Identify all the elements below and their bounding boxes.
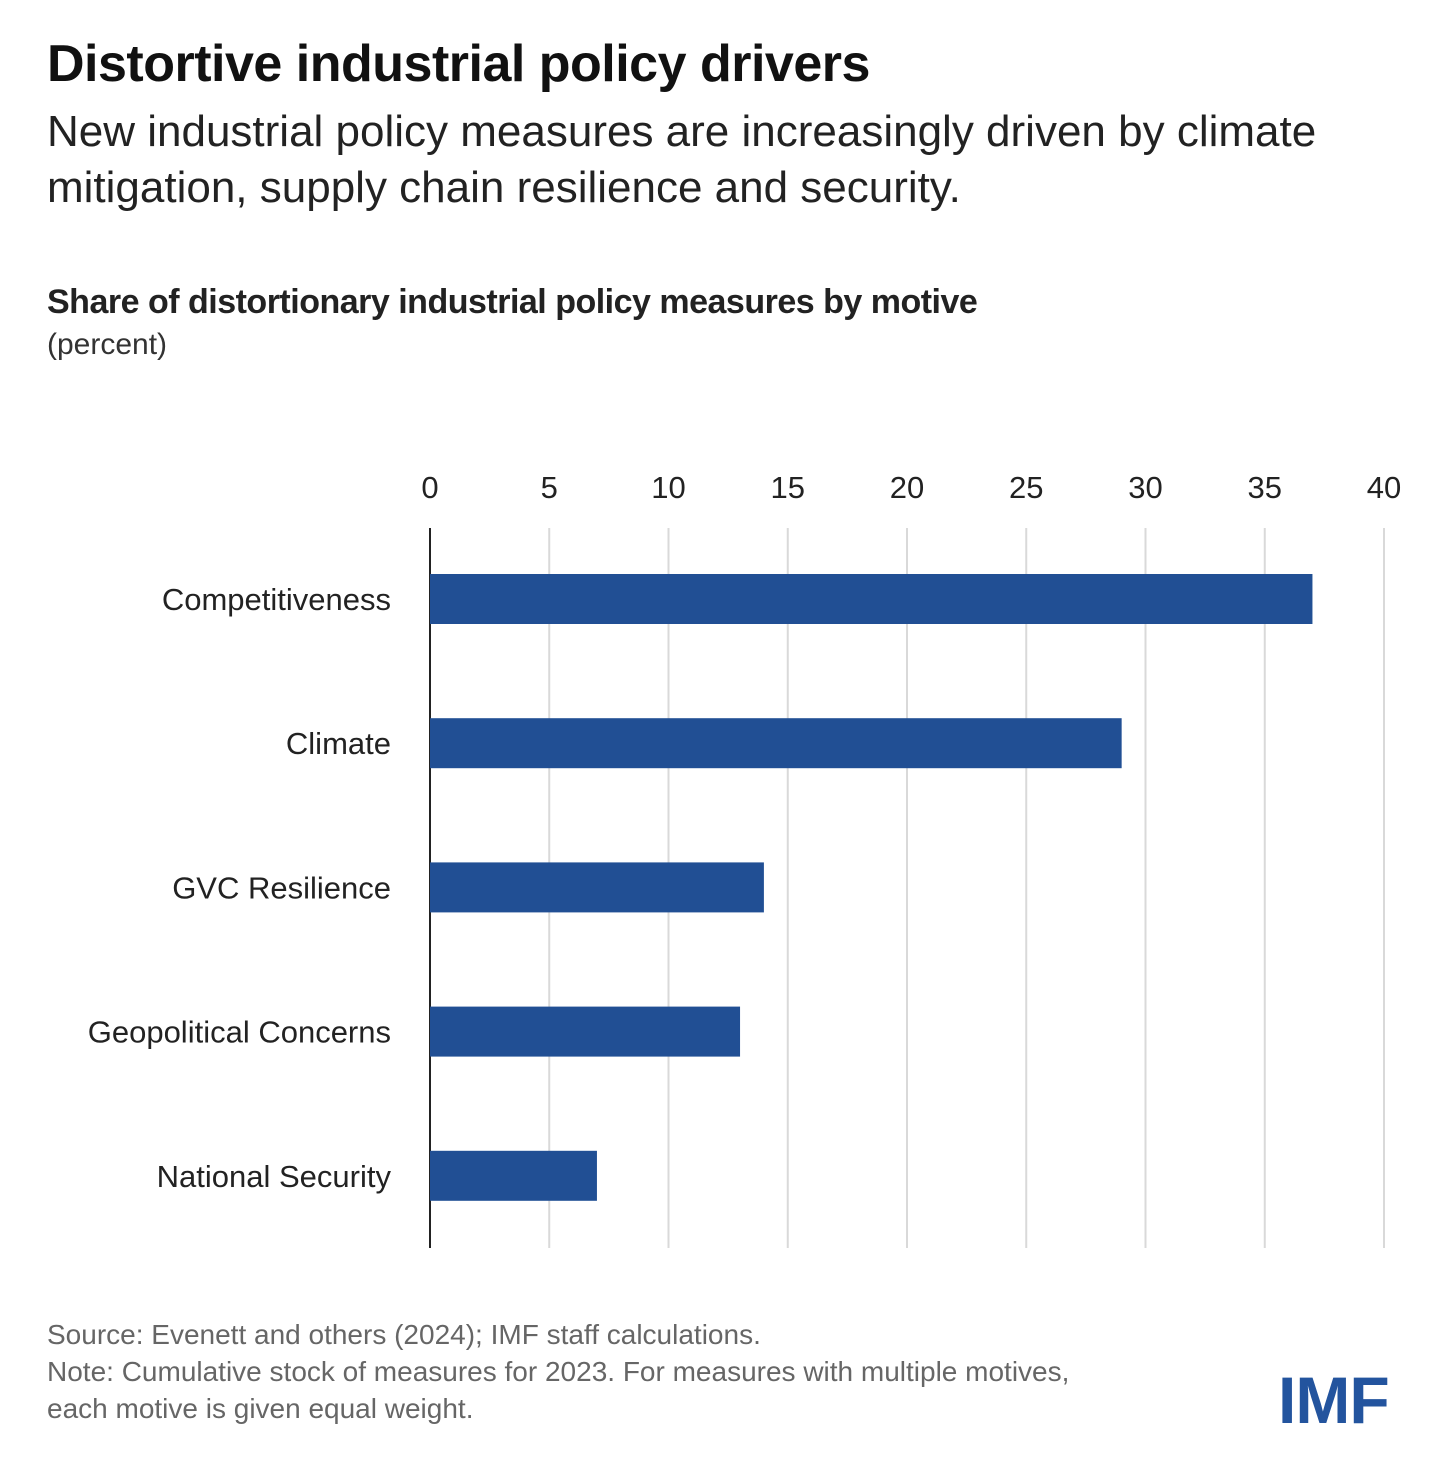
page-subtitle: New industrial policy measures are incre… <box>47 107 1317 212</box>
chart-unit: (percent) <box>47 328 168 361</box>
note-text: Note: Cumulative stock of measures for 2… <box>47 1356 1070 1424</box>
bar-geopolitical-concerns <box>430 1006 741 1057</box>
source-text: Source: Evenett and others (2024); IMF s… <box>47 1319 761 1350</box>
page-title: Distortive industrial policy drivers <box>47 35 870 93</box>
bar-national-security <box>430 1150 597 1201</box>
x-tick-label: 30 <box>1128 470 1162 505</box>
x-tick-label: 10 <box>651 470 685 505</box>
category-label: GVC Resilience <box>172 870 391 905</box>
x-tick-label: 25 <box>1009 470 1043 505</box>
category-label: Competitiveness <box>162 582 391 617</box>
bar-climate <box>430 718 1122 769</box>
chart-notes: Source: Evenett and others (2024); IMF s… <box>47 1316 1127 1427</box>
x-tick-label: 15 <box>771 470 805 505</box>
imf-logo: IMF <box>1278 1363 1390 1437</box>
category-label: Geopolitical Concerns <box>88 1015 391 1050</box>
x-tick-label: 0 <box>421 470 438 505</box>
x-tick-label: 5 <box>541 470 558 505</box>
category-label: National Security <box>157 1159 392 1194</box>
bar-competitiveness <box>430 574 1313 624</box>
x-tick-label: 35 <box>1248 470 1282 505</box>
x-tick-label: 40 <box>1367 470 1401 505</box>
chart-title: Share of distortionary industrial policy… <box>47 283 978 321</box>
category-label: Climate <box>286 726 391 761</box>
x-tick-label: 20 <box>890 470 924 505</box>
bar-gvc-resilience <box>430 862 764 913</box>
